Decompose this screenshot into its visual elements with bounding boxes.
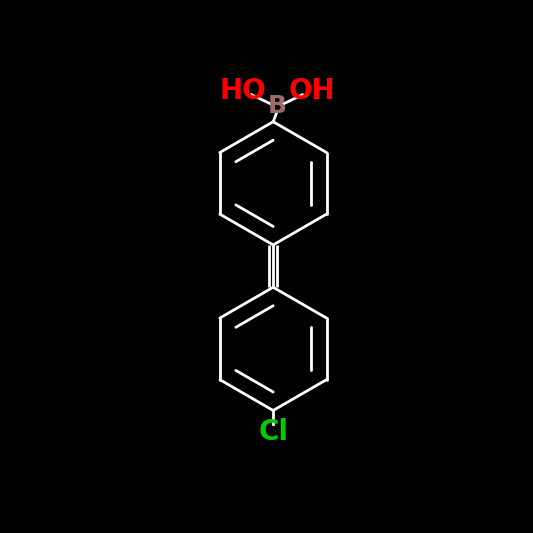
Text: B: B — [268, 94, 287, 118]
Text: OH: OH — [288, 77, 335, 105]
Text: Cl: Cl — [258, 418, 288, 446]
Text: HO: HO — [219, 77, 265, 105]
